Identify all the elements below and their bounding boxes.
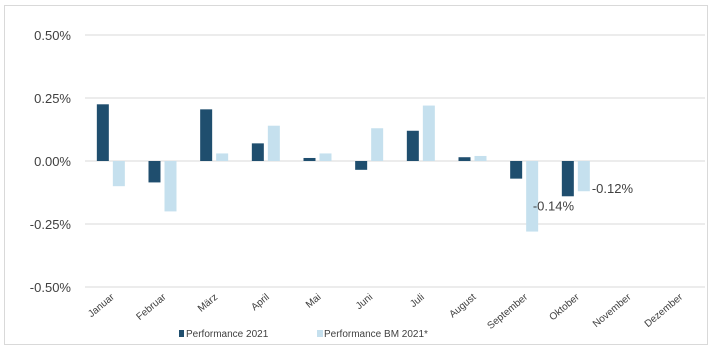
bar-mai-benchmark (319, 153, 332, 161)
chart-frame: 0.50% 0.25% 0.00% -0.25% -0.50% -0.14% -0.12% J… (4, 5, 708, 345)
bar-juli-performance (406, 130, 419, 161)
data-label: -0.14% (533, 198, 575, 213)
y-tick-label: 0.00% (34, 154, 71, 169)
bar-september-benchmark (526, 161, 539, 232)
y-tick-label: -0.50% (30, 280, 72, 295)
bar-märz-performance (200, 109, 213, 161)
bar-august-performance (458, 157, 471, 161)
bar-märz-benchmark (216, 153, 229, 161)
bar-oktober-benchmark (577, 161, 590, 192)
bar-januar-benchmark (112, 161, 125, 187)
bar-februar-performance (148, 161, 161, 183)
x-tick-label: Mai (304, 292, 323, 311)
x-tick-label: September (486, 291, 531, 331)
bar-august-benchmark (474, 155, 487, 161)
bar-september-performance (510, 161, 523, 179)
x-tick-label: Februar (135, 291, 169, 322)
bar-mai-performance (303, 157, 316, 161)
legend-swatch (179, 330, 184, 337)
bar-april-performance (251, 143, 264, 161)
bar-februar-benchmark (164, 161, 177, 212)
x-tick-label: April (249, 292, 271, 313)
bar-januar-performance (96, 104, 109, 161)
bar-juni-performance (355, 161, 368, 170)
y-tick-label: -0.25% (30, 217, 72, 232)
x-tick-label: Oktober (547, 291, 582, 323)
y-tick-label: 0.50% (34, 28, 71, 43)
chart-svg: 0.50% 0.25% 0.00% -0.25% -0.50% -0.14% -0.12% J… (30, 28, 705, 340)
bar-oktober-performance (561, 161, 574, 197)
x-tick-label: Dezember (643, 291, 686, 330)
x-tick-label: August (448, 292, 479, 321)
x-tick-label: März (196, 292, 220, 315)
x-tick-label: Januar (86, 291, 117, 320)
legend-swatch (317, 330, 323, 337)
legend-label: Performance 2021 (186, 329, 269, 340)
y-tick-label: 0.25% (34, 91, 71, 106)
bar-juli-benchmark (422, 105, 435, 161)
x-tick-label: Juli (408, 292, 427, 310)
bar-april-benchmark (267, 125, 280, 161)
x-tick-label: November (591, 291, 634, 330)
data-label: -0.12% (592, 181, 634, 196)
legend-label: Performance BM 2021* (324, 329, 428, 340)
x-tick-label: Juni (354, 292, 375, 312)
bar-juni-benchmark (371, 128, 384, 161)
